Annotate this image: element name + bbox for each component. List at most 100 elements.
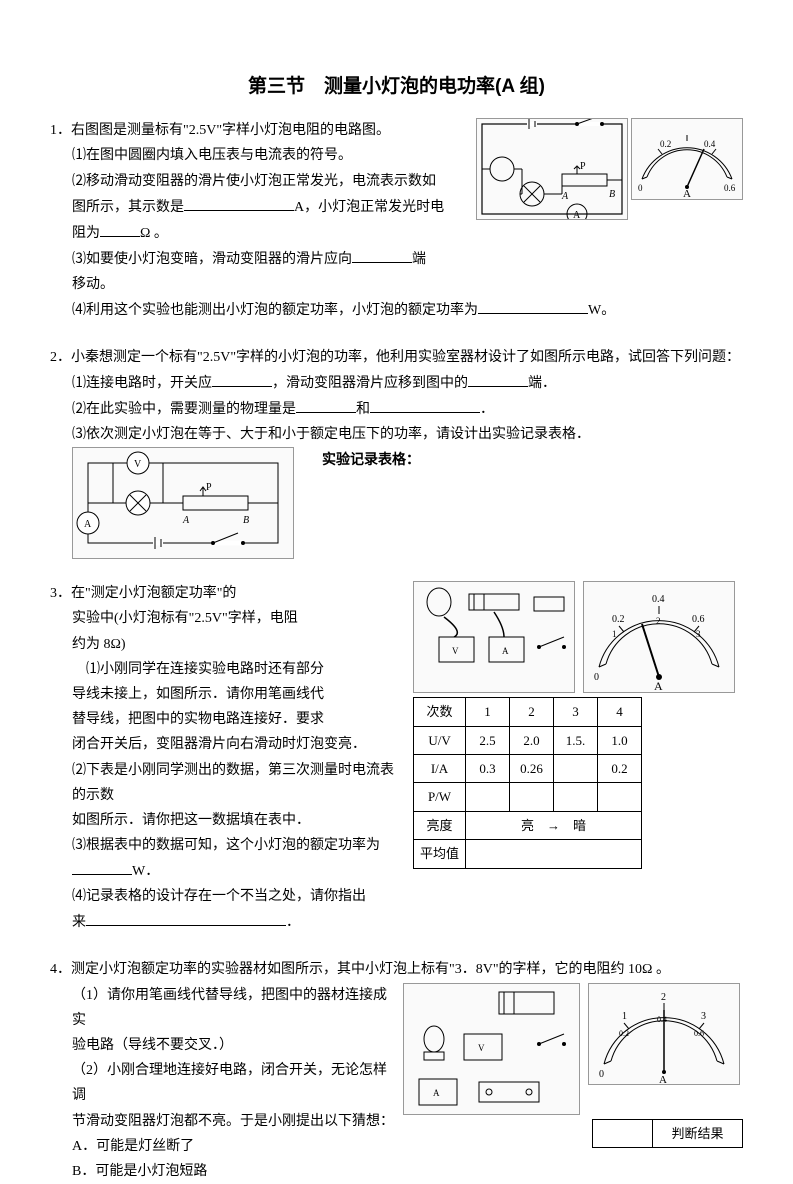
svg-text:0.2: 0.2 bbox=[612, 614, 625, 625]
svg-text:0.4: 0.4 bbox=[652, 594, 665, 605]
q3-p4a: ⑷记录表格的设计存在一个不当之处，请你指出 bbox=[50, 884, 403, 909]
q3-p1c: 替导线，把图中的实物电路连接好．要求 bbox=[50, 707, 403, 732]
q2-circuit-diagram: V P A B A bbox=[72, 447, 294, 559]
svg-text:A: A bbox=[654, 679, 663, 692]
q4-result-table: 判断结果 bbox=[592, 1119, 743, 1148]
q3-p4c: ． bbox=[286, 915, 300, 930]
q2-figure-row: V P A B A 实验记录表格： bbox=[50, 447, 743, 559]
q4-num: 4． bbox=[50, 962, 71, 977]
q3-blank-power[interactable] bbox=[72, 858, 132, 875]
q3-r2v4: 0.2 bbox=[598, 755, 642, 783]
q1-p4b: W。 bbox=[588, 303, 615, 318]
q2-blank-slider[interactable] bbox=[468, 370, 528, 387]
svg-text:0.2: 0.2 bbox=[619, 1029, 629, 1038]
q1-p3b: 端 bbox=[412, 252, 426, 267]
q3-l3: 约为 8Ω) bbox=[50, 632, 403, 657]
svg-text:A: A bbox=[683, 188, 691, 199]
q2-p2b: 和 bbox=[356, 402, 370, 417]
q1-circuit-diagram: P A B A bbox=[476, 118, 628, 220]
q2-part2: ⑵在此实验中，需要测量的物理量是和． bbox=[50, 396, 743, 422]
q3-r1: U/V bbox=[414, 726, 466, 754]
q1-blank-current[interactable] bbox=[184, 194, 294, 211]
q2-stem-text: 小秦想测定一个标有"2.5V"字样的小灯泡的功率，他利用实验室器材设计了如图所示… bbox=[71, 350, 740, 365]
q1-p2e: Ω 。 bbox=[140, 226, 168, 241]
q1-p2b: 图所示，其示数是 bbox=[72, 200, 184, 215]
q3-stem-text: 在"测定小灯泡额定功率"的 bbox=[71, 586, 236, 601]
q4-result-label: 判断结果 bbox=[653, 1119, 743, 1147]
q4-stem: 4．测定小灯泡额定功率的实验器材如图所示，其中小灯泡上标有"3．8V"的字样，它… bbox=[50, 957, 743, 982]
svg-text:0.6: 0.6 bbox=[724, 183, 736, 193]
q2-blank-qty2[interactable] bbox=[370, 396, 480, 413]
q3-r1v2: 2.0 bbox=[510, 726, 554, 754]
svg-text:B: B bbox=[243, 515, 249, 526]
q1-p2c: A，小灯泡正常发光时电 bbox=[294, 200, 444, 215]
q3-stem: 3．在"测定小灯泡额定功率"的 bbox=[50, 581, 403, 606]
svg-text:3: 3 bbox=[701, 1011, 706, 1022]
svg-text:0.4: 0.4 bbox=[704, 139, 716, 149]
q3-p2a: ⑵下表是小刚同学测出的数据，第三次测量时电流表的示数 bbox=[50, 758, 403, 808]
q2-record-label: 实验记录表格： bbox=[322, 447, 420, 472]
q3-r3v4[interactable] bbox=[598, 783, 642, 811]
q3-r2v3[interactable] bbox=[554, 755, 598, 783]
q3-r3v2[interactable] bbox=[510, 783, 554, 811]
q2-p2c: ． bbox=[480, 402, 494, 417]
q1-figures: P A B A 0 0.2 bbox=[476, 118, 744, 220]
q3-blank-issue[interactable] bbox=[86, 909, 286, 926]
svg-text:P: P bbox=[580, 161, 586, 172]
svg-text:V: V bbox=[478, 1043, 485, 1053]
q3-r1v4: 1.0 bbox=[598, 726, 642, 754]
q3-r4v: 亮 → 暗 bbox=[466, 811, 642, 839]
question-3: V A 0 0.2 0. bbox=[50, 581, 743, 935]
q4-stem-text: 测定小灯泡额定功率的实验器材如图所示，其中小灯泡上标有"3．8V"的字样，它的电… bbox=[71, 962, 670, 977]
svg-text:0.6: 0.6 bbox=[692, 614, 705, 625]
q4-figures: V A 0 1 2 3 0.20.40.6 bbox=[403, 983, 743, 1148]
q1-p4a: ⑷利用这个实验也能测出小灯泡的额定功率，小灯泡的额定功率为 bbox=[72, 303, 478, 318]
svg-text:A: A bbox=[84, 519, 92, 530]
q3-p3w: W． bbox=[50, 858, 403, 884]
svg-text:V: V bbox=[452, 646, 459, 656]
q3-th4: 4 bbox=[598, 698, 642, 726]
q2-p1b: ，滑动变阻器滑片应移到图中的 bbox=[272, 376, 468, 391]
svg-text:0: 0 bbox=[594, 672, 599, 683]
q2-blank-switch[interactable] bbox=[212, 370, 272, 387]
q4-ammeter-dial: 0 1 2 3 0.20.40.6 A bbox=[588, 983, 740, 1085]
q1-blank-resistance[interactable] bbox=[100, 220, 140, 237]
svg-text:A: A bbox=[573, 210, 581, 219]
q3-left-column: 3．在"测定小灯泡额定功率"的 实验中(小灯泡标有"2.5V"字样，电阻 约为 … bbox=[50, 581, 403, 935]
q1-part3-l2: 移动。 bbox=[50, 272, 743, 297]
q3-r1v3: 1.5. bbox=[554, 726, 598, 754]
q3-right-column: V A 0 0.2 0. bbox=[413, 581, 743, 868]
svg-text:2: 2 bbox=[656, 616, 661, 626]
q2-blank-qty1[interactable] bbox=[296, 396, 356, 413]
q3-data-table: 次数 1 2 3 4 U/V 2.5 2.0 1.5. 1.0 I/A 0.3 … bbox=[413, 697, 642, 868]
svg-text:0: 0 bbox=[638, 183, 643, 193]
q3-r5v[interactable] bbox=[466, 840, 642, 868]
q4-result-c1 bbox=[593, 1119, 653, 1147]
question-4: 4．测定小灯泡额定功率的实验器材如图所示，其中小灯泡上标有"3．8V"的字样，它… bbox=[50, 957, 743, 1184]
q2-num: 2． bbox=[50, 350, 71, 365]
q3-r2v1: 0.3 bbox=[466, 755, 510, 783]
q3-p3a: ⑶根据表中的数据可知，这个小灯泡的额定功率为 bbox=[72, 838, 380, 853]
q1-part3-l1: ⑶如要使小灯泡变暗，滑动变阻器的滑片应向端 bbox=[50, 246, 743, 272]
q3-num: 3． bbox=[50, 586, 71, 601]
q3-r3v1[interactable] bbox=[466, 783, 510, 811]
q3-p3: ⑶根据表中的数据可知，这个小灯泡的额定功率为 bbox=[50, 833, 403, 858]
q4-pB: B．可能是小灯泡短路 bbox=[50, 1159, 743, 1184]
q1-blank-direction[interactable] bbox=[352, 246, 412, 263]
q3-r3v3[interactable] bbox=[554, 783, 598, 811]
q1-num: 1． bbox=[50, 123, 71, 138]
q3-p2b: 如图所示．请你把这一数据填在表中． bbox=[50, 808, 403, 833]
q3-r2v2: 0.26 bbox=[510, 755, 554, 783]
svg-text:0: 0 bbox=[599, 1069, 604, 1080]
q1-blank-power[interactable] bbox=[478, 297, 588, 314]
q3-r5: 平均值 bbox=[414, 840, 466, 868]
svg-text:3: 3 bbox=[696, 629, 701, 639]
q3-r4: 亮度 bbox=[414, 811, 466, 839]
q3-r3: P/W bbox=[414, 783, 466, 811]
q3-ammeter-dial: 0 0.2 0.4 0.6 1 2 3 A bbox=[583, 581, 735, 693]
q3-th0: 次数 bbox=[414, 698, 466, 726]
q4-apparatus-diagram: V A bbox=[403, 983, 580, 1115]
svg-text:0.2: 0.2 bbox=[660, 139, 671, 149]
q3-p1d: 闭合开关后，变阻器滑片向右滑动时灯泡变亮． bbox=[50, 732, 403, 757]
svg-text:1: 1 bbox=[612, 629, 617, 639]
